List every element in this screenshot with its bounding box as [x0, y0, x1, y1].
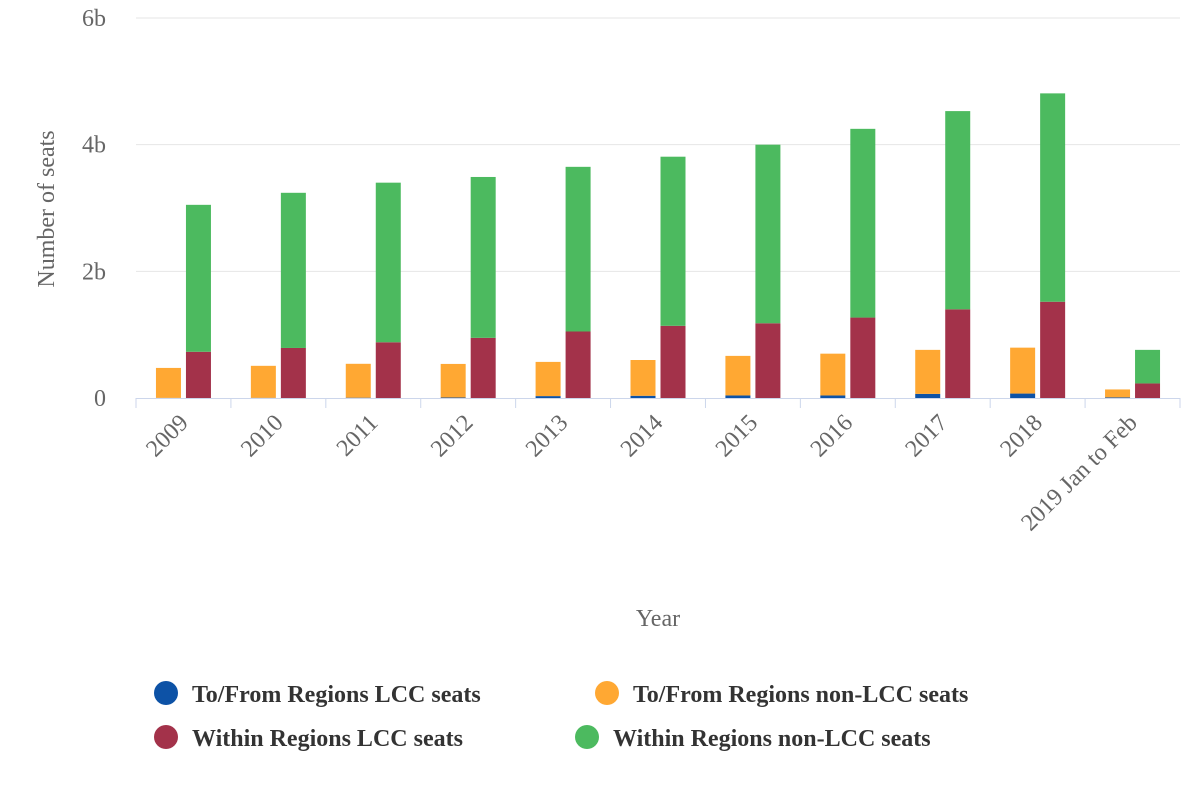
y-tick-label: 6b — [82, 6, 106, 32]
bar-to-from-regions-non-lcc-seats-2015 — [725, 356, 750, 396]
bar-within-regions-non-lcc-seats-2014 — [661, 157, 686, 326]
legend: To/From Regions LCC seats To/From Regions… — [154, 681, 968, 752]
bar-within-regions-lcc-seats-2013 — [566, 332, 591, 399]
bar-within-regions-non-lcc-seats-2018 — [1040, 93, 1065, 301]
bar-to-from-regions-lcc-seats-2012 — [441, 397, 466, 398]
bars — [156, 93, 1160, 398]
x-tick-label: 2011 — [332, 410, 384, 462]
bar-within-regions-lcc-seats-2018 — [1040, 302, 1065, 398]
bar-within-regions-non-lcc-seats-2015 — [755, 145, 780, 324]
bar-to-from-regions-lcc-seats-2018 — [1010, 394, 1035, 398]
bar-within-regions-non-lcc-seats-2013 — [566, 167, 591, 332]
bar-to-from-regions-lcc-seats-2016 — [820, 395, 845, 398]
bar-to-from-regions-non-lcc-seats-2012 — [441, 364, 466, 398]
bar-to-from-regions-non-lcc-seats-2010 — [251, 366, 276, 398]
legend-marker-within-regions-lcc-seats — [154, 725, 178, 749]
x-tick-label: 2018 — [996, 410, 1048, 462]
bar-to-from-regions-lcc-seats-2014 — [631, 396, 656, 398]
bar-to-from-regions-non-lcc-seats-2011 — [346, 364, 371, 398]
bar-within-regions-non-lcc-seats-2019-jan-to-feb — [1135, 350, 1160, 384]
bar-to-from-regions-non-lcc-seats-2017 — [915, 350, 940, 394]
bar-within-regions-lcc-seats-2017 — [945, 309, 970, 398]
legend-label-to-from-regions-lcc-seats: To/From Regions LCC seats — [192, 682, 481, 708]
bar-within-regions-lcc-seats-2015 — [755, 323, 780, 398]
bar-within-regions-lcc-seats-2019-jan-to-feb — [1135, 383, 1160, 398]
bar-within-regions-lcc-seats-2014 — [661, 326, 686, 398]
bar-to-from-regions-non-lcc-seats-2019-jan-to-feb — [1105, 389, 1130, 397]
x-tick-label: 2015 — [711, 410, 763, 462]
y-tick-label: 4b — [82, 133, 106, 159]
bar-within-regions-lcc-seats-2011 — [376, 342, 401, 398]
x-tick-label: 2012 — [426, 410, 478, 462]
bar-to-from-regions-non-lcc-seats-2018 — [1010, 348, 1035, 394]
bar-within-regions-lcc-seats-2012 — [471, 338, 496, 398]
bar-to-from-regions-non-lcc-seats-2014 — [631, 360, 656, 396]
y-tick-label: 2b — [82, 259, 106, 285]
bar-within-regions-lcc-seats-2009 — [186, 352, 211, 398]
bar-within-regions-lcc-seats-2016 — [850, 318, 875, 398]
legend-marker-within-regions-non-lcc-seats — [575, 725, 599, 749]
x-tick-label: 2017 — [901, 410, 953, 462]
bar-to-from-regions-lcc-seats-2015 — [725, 395, 750, 398]
x-tick-label: 2013 — [521, 410, 573, 462]
bar-to-from-regions-non-lcc-seats-2013 — [536, 362, 561, 396]
x-tick-label: 2016 — [806, 410, 858, 462]
x-tick-label: 2014 — [616, 410, 668, 462]
bar-to-from-regions-lcc-seats-2013 — [536, 396, 561, 398]
x-axis-title: Year — [636, 606, 680, 632]
bar-to-from-regions-lcc-seats-2017 — [915, 394, 940, 398]
y-axis-ticks: 0 2b 4b 6b — [82, 6, 106, 412]
bar-within-regions-lcc-seats-2010 — [281, 348, 306, 398]
bar-within-regions-non-lcc-seats-2012 — [471, 177, 496, 338]
legend-marker-to-from-regions-lcc-seats — [154, 681, 178, 705]
bar-within-regions-non-lcc-seats-2010 — [281, 193, 306, 348]
bar-within-regions-non-lcc-seats-2017 — [945, 111, 970, 309]
y-axis-title: Number of seats — [34, 130, 60, 287]
bar-to-from-regions-lcc-seats-2019-jan-to-feb — [1105, 397, 1130, 398]
legend-marker-to-from-regions-non-lcc-seats — [595, 681, 619, 705]
legend-label-within-regions-non-lcc-seats: Within Regions non-LCC seats — [613, 726, 931, 752]
bar-within-regions-non-lcc-seats-2009 — [186, 205, 211, 352]
x-tick-label: 2009 — [141, 410, 193, 462]
x-axis: 2009 2010 2011 2012 2013 2014 2015 2016 2017 2018… — [136, 398, 1180, 536]
legend-label-within-regions-lcc-seats: Within Regions LCC seats — [192, 726, 463, 752]
bar-to-from-regions-non-lcc-seats-2009 — [156, 368, 181, 398]
x-tick-label: 2010 — [236, 410, 288, 462]
legend-label-to-from-regions-non-lcc-seats: To/From Regions non-LCC seats — [633, 682, 968, 708]
bar-within-regions-non-lcc-seats-2016 — [850, 129, 875, 318]
y-tick-label: 0 — [94, 386, 106, 412]
bar-within-regions-non-lcc-seats-2011 — [376, 183, 401, 343]
bar-to-from-regions-non-lcc-seats-2016 — [820, 354, 845, 396]
